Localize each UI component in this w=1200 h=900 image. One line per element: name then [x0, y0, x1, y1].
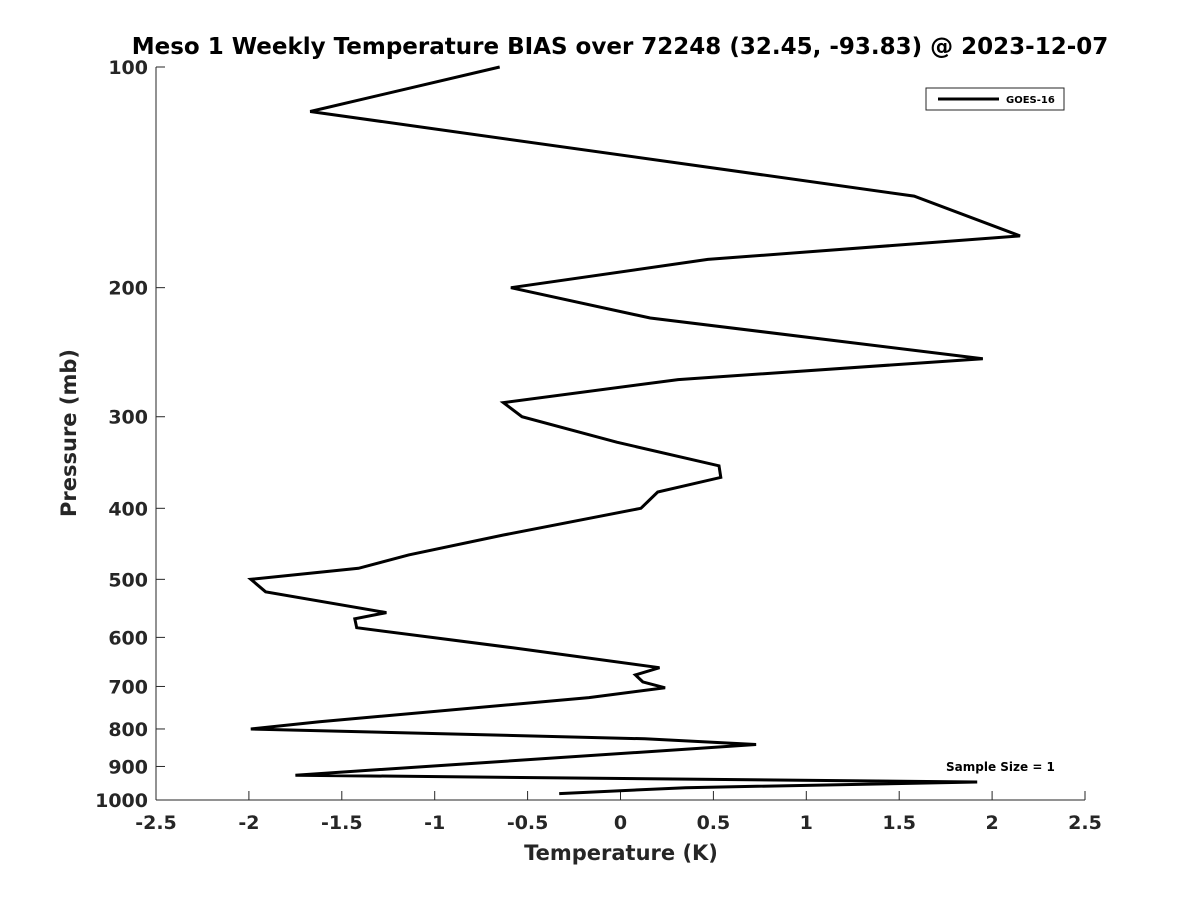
y-tick-label: 700 — [108, 676, 148, 698]
x-tick-label: 2 — [985, 812, 998, 834]
legend-label-goes16: GOES-16 — [1006, 95, 1055, 106]
y-tick-label: 500 — [108, 569, 148, 591]
x-tick-label: -0.5 — [507, 812, 549, 834]
y-tick-label: 900 — [108, 756, 148, 778]
y-tick-label: 400 — [108, 498, 148, 520]
x-tick-label: 0.5 — [697, 812, 731, 834]
y-axis-label: Pressure (mb) — [57, 349, 81, 517]
y-tick-label: 300 — [108, 407, 148, 429]
x-tick-label: 1 — [800, 812, 813, 834]
x-tick-label: 0 — [614, 812, 627, 834]
series-layer — [247, 65, 1021, 796]
y-tick-label: 600 — [108, 627, 148, 649]
x-tick-label: 2.5 — [1068, 812, 1102, 834]
y-tick-label: 800 — [108, 719, 148, 741]
x-tick-label: -2 — [238, 812, 259, 834]
x-tick-label: 1.5 — [882, 812, 916, 834]
x-tick-label: -1.5 — [321, 812, 363, 834]
chart-title: Meso 1 Weekly Temperature BIAS over 7224… — [132, 34, 1109, 60]
y-tick-label: 100 — [108, 57, 148, 79]
x-tick-label: -2.5 — [135, 812, 177, 834]
series-line-goes16 — [247, 65, 1021, 796]
sample-size-annotation: Sample Size = 1 — [946, 760, 1055, 774]
y-tick-label: 200 — [108, 278, 148, 300]
x-tick-label: -1 — [424, 812, 445, 834]
axes: -2.5 -2 -1.5 -1 -0.5 0 0.5 1 1.5 2 2.5 100 200 300 400… — [95, 57, 1102, 834]
x-axis-label: Temperature (K) — [524, 841, 718, 865]
legend: GOES-16 — [925, 87, 1065, 111]
y-tick-label: 1000 — [95, 790, 148, 812]
